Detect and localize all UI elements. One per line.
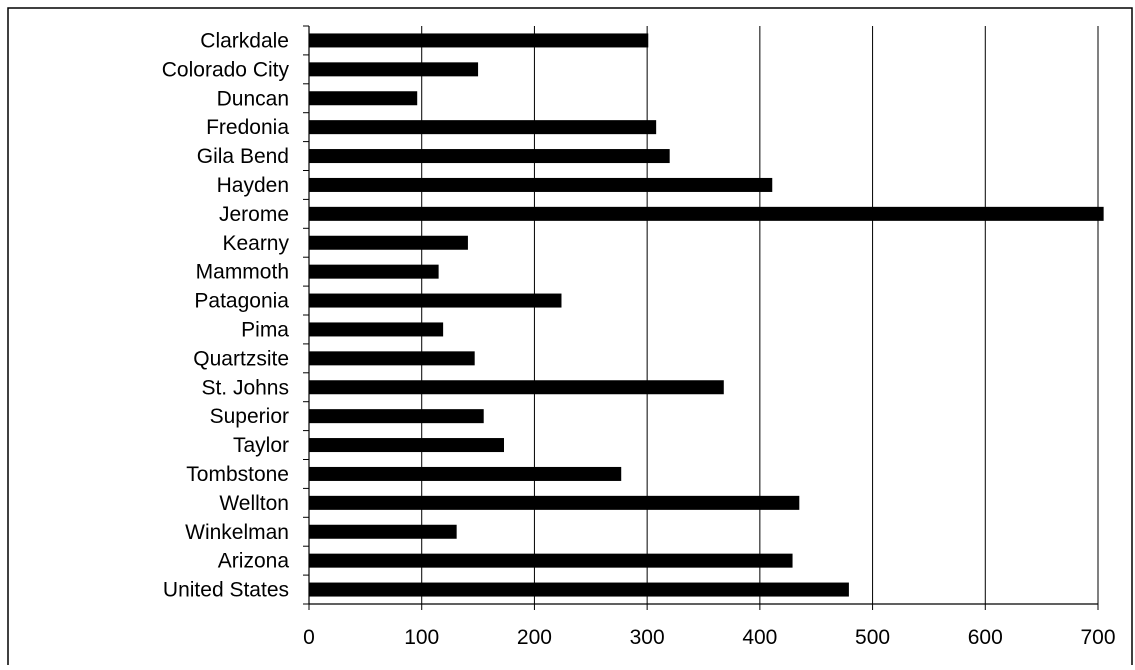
bar-wellton [309, 495, 800, 510]
x-tick-label-0: 0 [303, 626, 315, 649]
category-label-superior: Superior [210, 405, 289, 428]
category-label-wellton: Wellton [219, 492, 289, 515]
category-label-quartzsite: Quartzsite [193, 347, 289, 370]
bar-united-states [309, 582, 849, 597]
category-label-united-states: United States [163, 579, 289, 602]
category-label-jerome: Jerome [219, 203, 289, 226]
bar-gila-bend [309, 149, 670, 164]
category-label-gila-bend: Gila Bend [197, 145, 289, 168]
category-label-clarkdale: Clarkdale [200, 29, 289, 52]
bar-duncan [309, 91, 418, 106]
bar-st-johns [309, 380, 724, 395]
bar-patagonia [309, 293, 562, 308]
bar-winkelman [309, 524, 457, 539]
category-label-kearny: Kearny [222, 232, 289, 255]
bar-hayden [309, 177, 773, 192]
x-tick-label-700: 700 [1080, 626, 1115, 649]
bar-colorado-city [309, 62, 479, 77]
bar-jerome [309, 206, 1104, 221]
x-tick-label-400: 400 [742, 626, 777, 649]
category-label-mammoth: Mammoth [196, 261, 289, 284]
category-label-hayden: Hayden [217, 174, 289, 197]
bar-kearny [309, 235, 468, 250]
bar-quartzsite [309, 351, 475, 366]
bar-fredonia [309, 120, 657, 135]
x-tick-label-100: 100 [404, 626, 439, 649]
bar-superior [309, 409, 484, 424]
bar-pima [309, 322, 444, 337]
category-label-arizona: Arizona [218, 550, 290, 573]
category-label-taylor: Taylor [233, 434, 289, 457]
category-label-duncan: Duncan [217, 87, 289, 110]
x-tick-label-600: 600 [968, 626, 1003, 649]
category-label-colorado-city: Colorado City [162, 58, 290, 81]
x-tick-label-500: 500 [855, 626, 890, 649]
bar-taylor [309, 438, 504, 453]
x-tick-labels: 0 100 200 300 400 500 600 700 [303, 626, 1115, 649]
bar-tombstone [309, 466, 622, 481]
category-label-winkelman: Winkelman [185, 521, 289, 544]
bars [309, 33, 1104, 597]
x-tick-label-200: 200 [517, 626, 552, 649]
category-labels: Clarkdale Colorado City Duncan Fredonia Gila… [162, 29, 290, 601]
category-label-tombstone: Tombstone [186, 463, 289, 486]
bar-arizona [309, 553, 793, 568]
bar-clarkdale [309, 33, 649, 48]
axes [303, 25, 1099, 610]
bar-mammoth [309, 264, 439, 279]
category-label-pima: Pima [241, 318, 289, 341]
category-label-fredonia: Fredonia [206, 116, 289, 139]
category-label-st-johns: St. Johns [201, 376, 289, 399]
category-label-patagonia: Patagonia [194, 290, 289, 313]
x-tick-label-300: 300 [630, 626, 665, 649]
